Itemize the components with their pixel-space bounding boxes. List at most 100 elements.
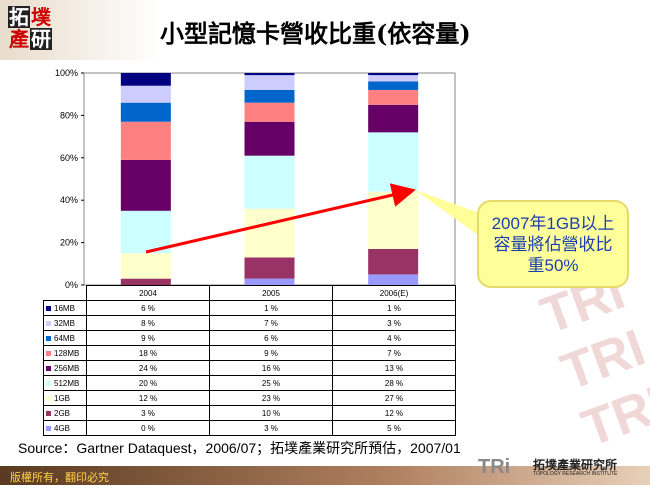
bar-segment-512MB <box>120 210 171 254</box>
y-tick-label: 100% <box>55 68 78 78</box>
bar-segment-16MB <box>244 73 295 76</box>
bar-segment-2GB <box>120 278 171 285</box>
bar-segment-2GB <box>244 257 295 279</box>
page-title: 小型記憶卡營收比重(依容量) <box>160 19 471 48</box>
table-cell: 1 % <box>332 300 456 316</box>
legend-swatch <box>46 365 51 371</box>
series-label: 2GB <box>54 408 71 418</box>
table-cell: 0 % <box>86 420 210 436</box>
brand-subtitle: TOPOLOGY RESEARCH INSTITUTE <box>533 471 618 477</box>
table-cell: 18 % <box>86 345 210 361</box>
callout-annotation: 2007年1GB以上容量將佔營收比重50% <box>477 200 629 288</box>
table-cell: 10 % <box>209 405 333 421</box>
table-row: 128MB 18 % 9 % 7 % <box>43 345 456 361</box>
y-tick-label: 40% <box>60 195 78 205</box>
table-row: 4GB 0 % 3 % 5 % <box>43 420 456 436</box>
table-cell: 7 % <box>209 315 333 331</box>
legend-swatch <box>46 395 51 401</box>
bar-segment-64MB <box>244 89 295 103</box>
table-cell: 8 % <box>86 315 210 331</box>
legend-swatch <box>46 380 51 386</box>
table-cell: 9 % <box>209 345 333 361</box>
bar-segment-2GB <box>368 248 419 275</box>
logo: 拓墣產研 <box>8 6 54 52</box>
legend-swatch <box>46 350 51 356</box>
brand-logo: TRi <box>478 456 511 478</box>
series-label: 512MB <box>54 378 80 388</box>
callout-pointer <box>415 190 485 240</box>
table-cell: 28 % <box>332 375 456 391</box>
legend-swatch <box>46 410 51 416</box>
bar-segment-128MB <box>244 102 295 122</box>
table-cell: 3 % <box>209 420 333 436</box>
brand-name: 拓墣產業研究所 <box>533 458 618 472</box>
copyright-text: 版權所有，翻印必究 <box>10 472 109 484</box>
bar-segment-4GB <box>368 274 419 285</box>
bar-segment-128MB <box>368 89 419 105</box>
logo-char: 產 <box>9 27 29 51</box>
table-cell: 4 % <box>332 330 456 346</box>
trend-arrow <box>145 183 416 254</box>
table-cell: 12 % <box>332 405 456 421</box>
bar-segment-32MB <box>244 75 295 90</box>
bar-segment-1GB <box>120 253 171 279</box>
stacked-bar-chart: 0% 20% 40% 60% 80% 100% <box>55 68 485 290</box>
logo-char: 拓 <box>8 5 30 29</box>
series-label: 128MB <box>54 348 80 358</box>
bar-segment-16MB <box>368 73 419 76</box>
bar-segment-32MB <box>368 75 419 82</box>
table-cell: 25 % <box>209 375 333 391</box>
table-row: 32MB 8 % 7 % 3 % <box>43 315 456 331</box>
table-cell: 6 % <box>86 300 210 316</box>
series-label: 256MB <box>54 363 80 373</box>
table-cell: 1 % <box>209 300 333 316</box>
y-tick-label: 80% <box>60 110 78 120</box>
y-tick-label: 60% <box>60 153 78 163</box>
table-row: 1GB 12 % 23 % 27 % <box>43 390 456 406</box>
logo-char: 墣 <box>31 5 51 29</box>
table-cell: 12 % <box>86 390 210 406</box>
table-row: 256MB 24 % 16 % 13 % <box>43 360 456 376</box>
table-header: 2005 <box>209 285 333 301</box>
series-label: 64MB <box>54 333 75 343</box>
bar-segment-64MB <box>368 81 419 90</box>
table-cell: 3 % <box>86 405 210 421</box>
table-cell: 20 % <box>86 375 210 391</box>
table-cell: 23 % <box>209 390 333 406</box>
series-label: 32MB <box>54 318 75 328</box>
legend-swatch <box>46 320 51 326</box>
bar-segment-256MB <box>244 121 295 156</box>
series-label: 16MB <box>54 303 75 313</box>
bar-segment-32MB <box>120 85 171 103</box>
table-cell: 3 % <box>332 315 456 331</box>
table-header: 2006(E) <box>332 285 456 301</box>
table-row: 2GB 3 % 10 % 12 % <box>43 405 456 421</box>
table-cell: 27 % <box>332 390 456 406</box>
table-cell: 7 % <box>332 345 456 361</box>
table-cell: 6 % <box>209 330 333 346</box>
y-tick-label: 20% <box>60 238 78 248</box>
bar-segment-256MB <box>368 104 419 133</box>
table-cell: 16 % <box>209 360 333 376</box>
data-table: 2004 2005 2006(E) 16MB 6 % 1 % 1 % 32MB 8 % 7 % 3 … <box>43 285 456 436</box>
source-note: Source：Gartner Dataquest，2006/07；拓墣產業研究所… <box>18 440 461 456</box>
series-label: 1GB <box>54 393 71 403</box>
bar-segment-64MB <box>120 102 171 122</box>
legend-swatch <box>46 425 51 431</box>
legend-swatch <box>46 305 51 311</box>
table-cell: 5 % <box>332 420 456 436</box>
table-row: 16MB 6 % 1 % 1 % <box>43 300 456 316</box>
table-cell: 13 % <box>332 360 456 376</box>
footer-bar: 版權所有，翻印必究 <box>0 466 650 485</box>
table-cell: 24 % <box>86 360 210 376</box>
logo-char: 研 <box>30 27 52 51</box>
series-label: 4GB <box>54 423 71 433</box>
table-row: 64MB 9 % 6 % 4 % <box>43 330 456 346</box>
bar-segment-128MB <box>120 121 171 160</box>
bar-segment-1GB <box>244 208 295 258</box>
y-tick-label: 0% <box>65 280 78 290</box>
legend-swatch <box>46 335 51 341</box>
bar-segment-512MB <box>244 155 295 209</box>
bar-segment-512MB <box>368 132 419 192</box>
table-header: 2004 <box>86 285 210 301</box>
